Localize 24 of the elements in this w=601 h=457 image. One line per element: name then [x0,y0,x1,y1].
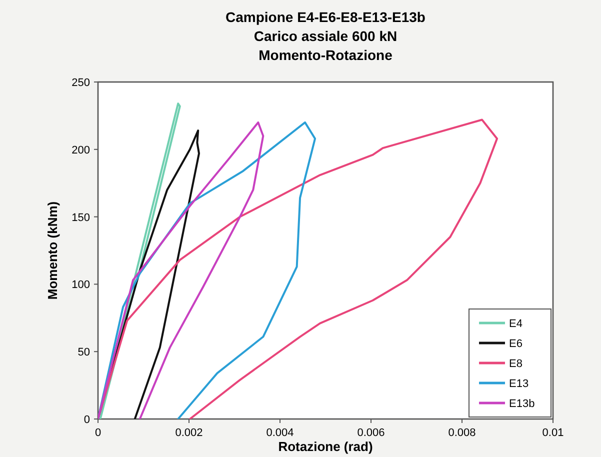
y-tick-label: 150 [72,212,90,224]
x-tick-label: 0.008 [448,427,476,439]
y-tick-label: 50 [78,346,90,359]
line-series [98,121,264,419]
y-tick-label: 100 [72,279,90,292]
legend-label: E13b [509,398,535,410]
legend-label: E8 [509,358,522,370]
line-series [98,118,498,419]
x-tick-label: 0.006 [357,427,385,439]
x-tick-label: 0 [94,427,102,439]
y-axis-title: Momento (kNm) [45,201,60,300]
x-tick-label: 0.002 [175,427,203,439]
legend-label: E4 [509,318,522,330]
legend-label: E13 [509,378,529,390]
x-axis-title: Rotazione (rad) [278,439,373,454]
x-tick-label: 0.01 [542,427,564,439]
x-tick-label: 0.004 [266,427,294,439]
chart-title: Campione E4-E6-E8-E13-E13b Carico assiale 600 kN Momento-Rotazione [226,9,426,63]
legend-label: E6 [509,338,522,350]
y-tick-label: 200 [72,144,90,156]
line-series [98,102,181,419]
y-tick-label: 0 [84,414,90,426]
line-series [98,121,316,419]
y-tick-label: 250 [72,77,90,89]
